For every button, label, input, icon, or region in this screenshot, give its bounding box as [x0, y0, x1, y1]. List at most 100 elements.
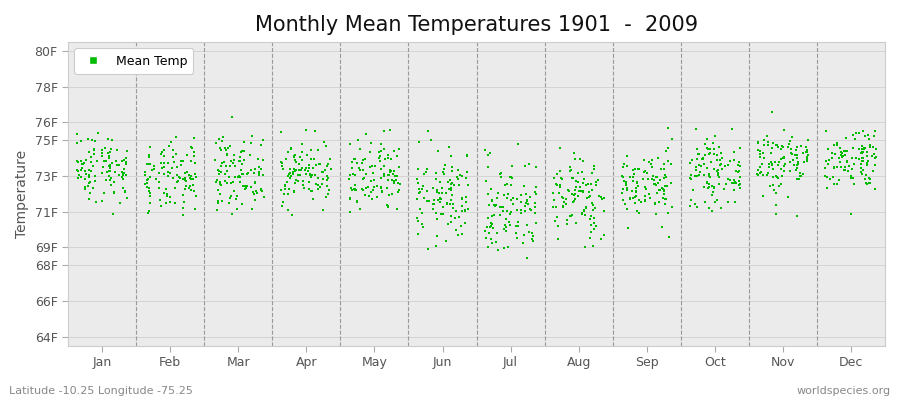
- Point: [165, 165, 179, 171]
- Point: [116, 170, 130, 176]
- Point: [142, 144, 157, 150]
- Point: [212, 179, 227, 186]
- Point: [286, 169, 301, 176]
- Point: [454, 196, 469, 203]
- Point: [449, 226, 464, 233]
- Point: [157, 160, 171, 166]
- Point: [236, 183, 250, 189]
- Point: [147, 166, 161, 172]
- Point: [665, 136, 680, 142]
- Point: [773, 166, 788, 172]
- Point: [420, 188, 435, 194]
- Point: [375, 189, 390, 195]
- Point: [412, 189, 427, 196]
- Point: [239, 171, 254, 178]
- Point: [632, 196, 646, 203]
- Point: [274, 203, 289, 209]
- Point: [852, 156, 867, 163]
- Point: [657, 165, 671, 172]
- Point: [432, 190, 446, 196]
- Point: [728, 180, 742, 186]
- Point: [115, 169, 130, 176]
- Point: [152, 179, 166, 185]
- Point: [485, 221, 500, 228]
- Point: [576, 188, 590, 195]
- Point: [225, 210, 239, 217]
- Point: [695, 156, 709, 162]
- Point: [626, 166, 641, 173]
- Point: [214, 169, 229, 176]
- Point: [597, 195, 611, 201]
- Point: [708, 132, 723, 139]
- Point: [768, 187, 782, 194]
- Point: [223, 163, 238, 169]
- Point: [374, 153, 388, 160]
- Point: [141, 188, 156, 194]
- Point: [284, 212, 299, 218]
- Point: [752, 164, 767, 170]
- Point: [617, 161, 632, 167]
- Point: [562, 188, 576, 195]
- Point: [354, 206, 368, 212]
- Point: [116, 172, 130, 178]
- Point: [760, 133, 774, 140]
- Point: [182, 185, 196, 191]
- Point: [320, 161, 335, 167]
- Point: [712, 181, 726, 187]
- Point: [319, 143, 333, 149]
- Point: [410, 176, 424, 182]
- Point: [78, 157, 93, 164]
- Point: [222, 200, 237, 206]
- Point: [629, 189, 643, 195]
- Point: [821, 161, 835, 167]
- Point: [493, 174, 508, 181]
- Point: [176, 158, 191, 164]
- Point: [860, 172, 874, 178]
- Point: [245, 132, 259, 139]
- Point: [115, 171, 130, 177]
- Point: [359, 185, 374, 192]
- Point: [493, 170, 508, 176]
- Point: [652, 199, 667, 205]
- Point: [505, 163, 519, 170]
- Point: [506, 194, 520, 201]
- Point: [662, 210, 676, 216]
- Point: [731, 169, 745, 176]
- Point: [444, 187, 458, 193]
- Point: [482, 230, 497, 236]
- Point: [526, 238, 540, 245]
- Point: [98, 145, 112, 151]
- Point: [868, 162, 882, 168]
- Point: [656, 185, 670, 192]
- Point: [322, 156, 337, 162]
- Point: [574, 188, 589, 194]
- Point: [769, 173, 783, 179]
- Point: [458, 220, 473, 226]
- Point: [774, 181, 788, 187]
- Point: [220, 180, 234, 186]
- Point: [638, 197, 652, 203]
- Point: [868, 151, 882, 158]
- Point: [287, 168, 302, 174]
- Point: [756, 172, 770, 179]
- Point: [688, 172, 702, 179]
- Point: [701, 146, 716, 152]
- Point: [82, 195, 96, 202]
- Point: [520, 197, 535, 203]
- Point: [799, 147, 814, 153]
- Point: [310, 181, 324, 187]
- Point: [518, 182, 532, 189]
- Point: [220, 150, 235, 157]
- Point: [319, 193, 333, 200]
- Point: [120, 195, 134, 201]
- Point: [800, 156, 814, 162]
- Point: [771, 175, 786, 182]
- Point: [417, 171, 431, 178]
- Point: [119, 155, 133, 162]
- Point: [237, 157, 251, 163]
- Point: [629, 207, 643, 214]
- Point: [441, 179, 455, 186]
- Point: [481, 214, 495, 221]
- Point: [279, 156, 293, 162]
- Point: [783, 159, 797, 165]
